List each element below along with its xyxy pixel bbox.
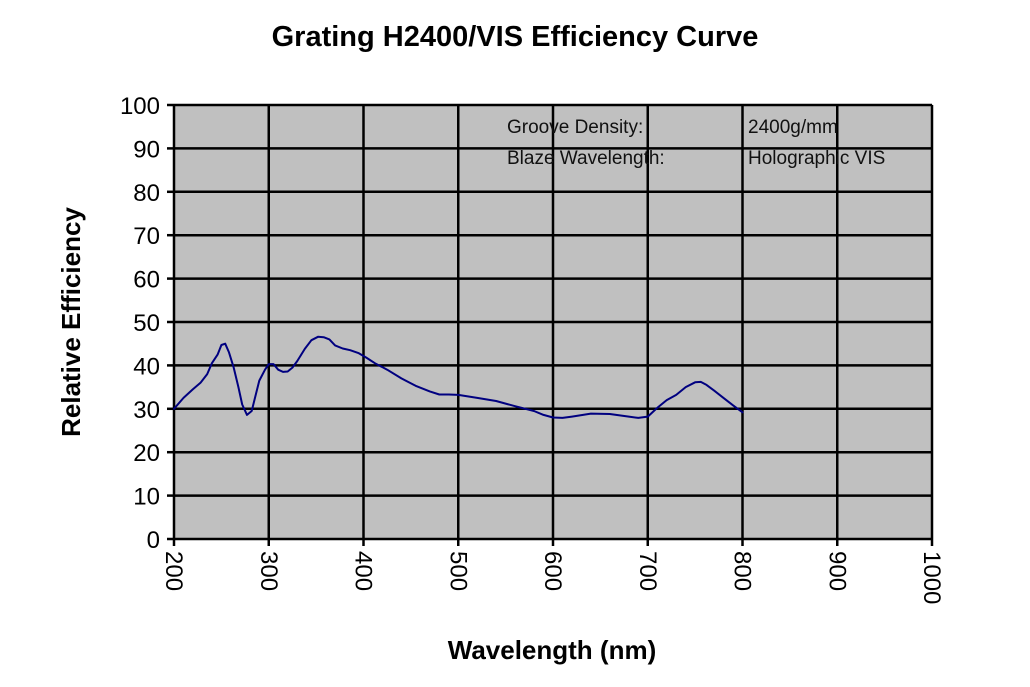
series-group bbox=[173, 335, 744, 419]
y-tick-label: 30 bbox=[133, 397, 160, 424]
x-tick-label: 900 bbox=[823, 551, 850, 591]
x-tick-label: 200 bbox=[160, 551, 187, 591]
y-tick-label: 70 bbox=[133, 223, 160, 250]
chart-title: Grating H2400/VIS Efficiency Curve bbox=[272, 21, 759, 53]
x-tick-label: 400 bbox=[350, 551, 377, 591]
y-tick-label: 0 bbox=[147, 527, 160, 554]
x-tick-label: 600 bbox=[539, 551, 566, 591]
gridlines bbox=[174, 103, 934, 539]
x-tick-label: 1000 bbox=[918, 551, 945, 604]
annotation-box: Groove Density: 2400g/mm Blaze Wavelengt… bbox=[507, 117, 885, 169]
y-tick-label: 90 bbox=[133, 136, 160, 163]
x-tick-label: 300 bbox=[255, 551, 282, 591]
series-line-efficiency bbox=[173, 335, 744, 419]
x-tick-label: 500 bbox=[444, 551, 471, 591]
x-axis-label: Wavelength (nm) bbox=[448, 635, 656, 665]
y-axis-label: Relative Efficiency bbox=[56, 207, 86, 437]
annotation-value-groove-density: 2400g/mm bbox=[748, 117, 838, 138]
axes bbox=[167, 103, 934, 546]
annotation-label-blaze-wavelength: Blaze Wavelength: bbox=[507, 148, 665, 169]
x-tick-labels: 200 300 400 500 600 700 800 900 1000 bbox=[160, 551, 945, 604]
y-tick-label: 50 bbox=[133, 310, 160, 337]
y-tick-label: 80 bbox=[133, 180, 160, 207]
y-tick-label: 40 bbox=[133, 353, 160, 380]
x-tick-label: 800 bbox=[729, 551, 756, 591]
x-tick-label: 700 bbox=[634, 551, 661, 591]
y-tick-labels: 0 10 20 30 40 50 60 70 80 90 100 bbox=[120, 93, 160, 554]
y-tick-label: 60 bbox=[133, 267, 160, 294]
y-tick-label: 10 bbox=[133, 484, 160, 511]
y-tick-label: 100 bbox=[120, 93, 160, 120]
y-tick-label: 20 bbox=[133, 440, 160, 467]
annotation-label-groove-density: Groove Density: bbox=[507, 117, 643, 138]
annotation-value-blaze-wavelength: Holographic VIS bbox=[748, 148, 885, 169]
